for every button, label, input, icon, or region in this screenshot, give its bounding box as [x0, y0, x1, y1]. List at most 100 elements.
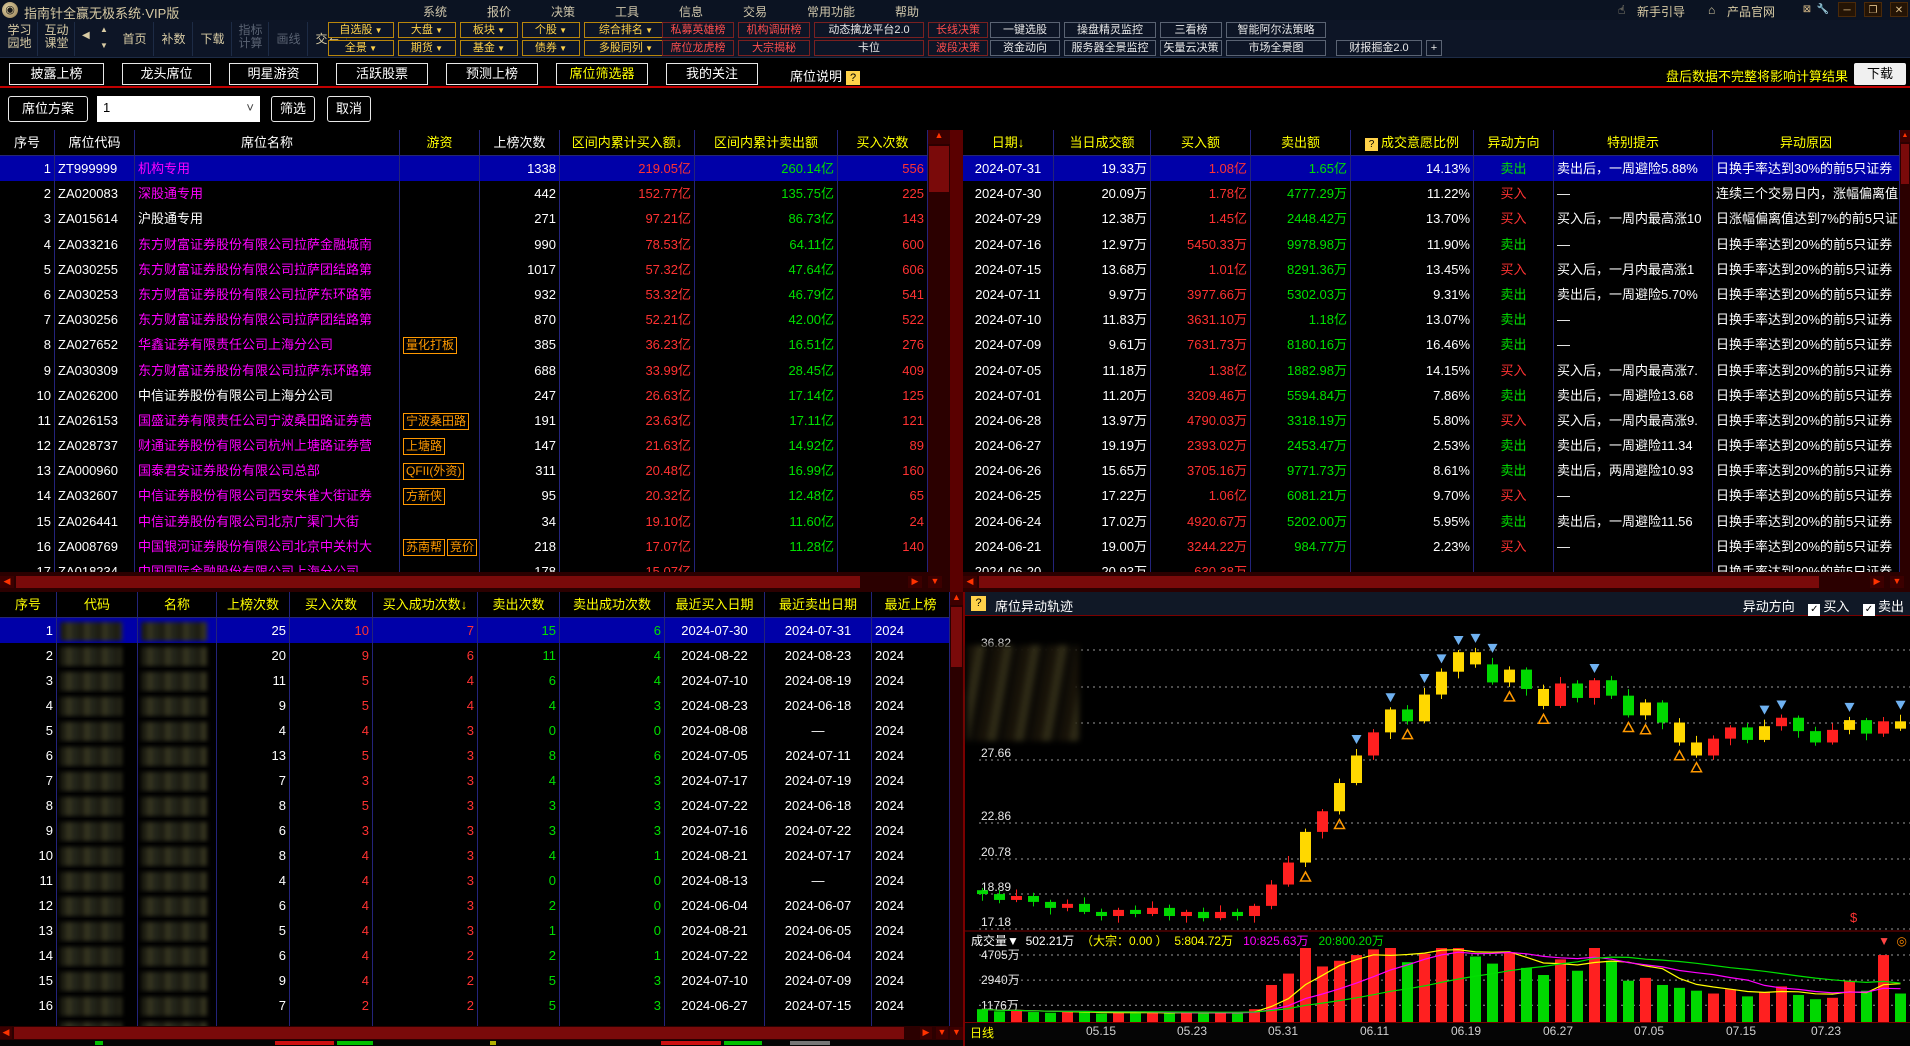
- scroll-thumb[interactable]: [16, 576, 860, 588]
- column-header-7[interactable]: 特别提示: [1554, 130, 1713, 155]
- column-header-11[interactable]: 最近上榜: [872, 592, 950, 617]
- seat-table-vscrollbar[interactable]: ▲: [928, 130, 950, 572]
- nav-down-icon[interactable]: ▼: [100, 41, 108, 50]
- stock-table-hscrollbar[interactable]: ◀ ▶ ▼: [0, 1026, 950, 1040]
- menu-item-8[interactable]: 帮助: [895, 5, 920, 19]
- table-row[interactable]: 2024-07-10 11.83万 3631.10万 1.18亿 13.07% 卖出 — 日换…: [963, 307, 1900, 333]
- table-row[interactable]: 10 ZA026200 中信证券股份有限公司上海分公司 247 26.63亿 17.14亿…: [0, 382, 928, 408]
- table-row[interactable]: 14 6 4 2 2 1 2024-07-22 2024-06-04 2024: [0, 943, 950, 968]
- column-header-4[interactable]: 卖出额: [1251, 130, 1351, 155]
- table-row[interactable]: 13 ZA000960 国泰君安证券股份有限公司总部 QFII(外资) 311 20.48…: [0, 458, 928, 484]
- column-header-10[interactable]: 最近卖出日期: [765, 592, 872, 617]
- grey-feature2-1[interactable]: 资金动向: [990, 40, 1060, 56]
- table-row[interactable]: 2024-06-21 19.00万 3244.22万 984.77万 2.23% 买入 — 日…: [963, 533, 1900, 559]
- red-feature-1[interactable]: 私募英雄榜: [662, 22, 734, 38]
- scroll-up-icon[interactable]: ▲: [1900, 130, 1910, 142]
- column-header-8[interactable]: 卖出成功次数: [560, 592, 665, 617]
- buy-checkbox[interactable]: ✓: [1808, 604, 1821, 616]
- grey-feature2-3[interactable]: 矢量云决策: [1160, 40, 1222, 56]
- table-row[interactable]: 2 20 9 6 11 4 2024-08-22 2024-08-23 2024: [0, 643, 950, 668]
- column-header-5[interactable]: ? 成交意愿比例: [1351, 130, 1474, 155]
- table-row[interactable]: 1 ZT999999 机构专用 1338 219.05亿 260.14亿 556: [0, 156, 928, 182]
- table-row[interactable]: 2024-07-11 9.97万 3977.66万 5302.03万 9.31% 卖出 卖出…: [963, 281, 1900, 308]
- column-header-1[interactable]: 日期↓: [963, 130, 1054, 155]
- table-row[interactable]: 2024-07-30 20.09万 1.78亿 4777.29万 11.22% 买入 — 连续…: [963, 181, 1900, 207]
- table-row[interactable]: 15 9 4 2 5 3 2024-07-10 2024-07-09 2024: [0, 968, 950, 993]
- table-row[interactable]: 2024-06-24 17.02万 4920.67万 5202.00万 5.95% 卖出卖…: [963, 508, 1900, 534]
- scroll-thumb[interactable]: [929, 146, 949, 192]
- scroll-thumb[interactable]: [1901, 144, 1909, 184]
- minimize-button[interactable]: ─: [1838, 2, 1856, 17]
- dropdown2-4[interactable]: 债券 ▼: [522, 40, 580, 56]
- close-button[interactable]: ✕: [1890, 2, 1908, 17]
- red-feature-4[interactable]: 长线决策: [928, 22, 988, 38]
- boxed-x-icon[interactable]: ⊠: [1802, 4, 1812, 15]
- help-question-icon[interactable]: ?: [971, 596, 986, 611]
- table-row[interactable]: 7 7 3 3 4 3 2024-07-17 2024-07-19 2024: [0, 768, 950, 793]
- snapshot-icon[interactable]: ◎: [1896, 934, 1907, 948]
- table-row[interactable]: 12 6 4 3 2 0 2024-06-04 2024-06-07 2024: [0, 893, 950, 918]
- red-feature2-4[interactable]: 波段决策: [928, 40, 988, 56]
- scheme-select[interactable]: 1 ˅: [97, 96, 260, 122]
- table-row[interactable]: 17 742312024-08-082024-08-132024: [0, 1018, 950, 1026]
- cancel-filter-button[interactable]: 取消: [327, 96, 371, 122]
- scroll-left-icon[interactable]: ◀: [0, 1027, 12, 1039]
- nav-up-icon[interactable]: ▲: [100, 25, 108, 34]
- dropdown-1[interactable]: 自选股 ▼: [328, 22, 394, 38]
- scroll-left-icon[interactable]: ◀: [0, 576, 14, 588]
- column-header-2[interactable]: 代码: [57, 592, 138, 617]
- column-header-9[interactable]: 最近买入日期: [665, 592, 765, 617]
- column-header-7[interactable]: 卖出次数: [478, 592, 560, 617]
- menu-item-5[interactable]: 信息: [679, 5, 704, 19]
- candlestick-chart[interactable]: 36.8233.4730.4327.6622.8620.7818.8917.18…: [965, 592, 1910, 1046]
- scroll-right-icon[interactable]: ▶: [920, 1027, 932, 1039]
- tab-7[interactable]: 我的关注: [666, 63, 758, 85]
- red-feature2-3[interactable]: 卡位: [814, 40, 924, 56]
- toolbar-button-5[interactable]: 下载: [194, 22, 232, 56]
- stock-table-vscrollbar[interactable]: ▲ ▼: [950, 592, 963, 1040]
- column-header-8[interactable]: 异动原因: [1713, 130, 1900, 155]
- table-row[interactable]: 2024-07-29 12.38万 1.45亿 2448.42万 13.70% 买入 买入后…: [963, 206, 1900, 232]
- dropdown2-2[interactable]: 期货 ▼: [398, 40, 456, 56]
- toolbar-button-2[interactable]: 互动 课堂: [39, 22, 75, 56]
- column-header-3[interactable]: 席位名称: [135, 130, 400, 155]
- menu-item-7[interactable]: 常用功能: [807, 5, 856, 19]
- table-row[interactable]: 2024-07-31 19.33万 1.08亿 1.65亿 14.13% 卖出 卖出后，一周…: [963, 156, 1900, 182]
- column-header-5[interactable]: 上榜次数: [480, 130, 560, 155]
- column-header-1[interactable]: 序号: [0, 130, 55, 155]
- tab-5[interactable]: 预测上榜: [446, 63, 538, 85]
- dropdown2-1[interactable]: 全景 ▼: [328, 40, 394, 56]
- nav-left-icon[interactable]: ◀: [82, 30, 90, 41]
- scroll-down-icon[interactable]: ▼: [950, 1027, 963, 1040]
- menu-newbie-guide[interactable]: 新手引导: [1637, 5, 1686, 19]
- table-row[interactable]: 16 7 2 2 5 3 2024-06-27 2024-07-15 2024: [0, 993, 950, 1018]
- scroll-left-icon[interactable]: ◀: [963, 576, 977, 588]
- red-feature2-1[interactable]: 席位龙虎榜: [662, 40, 734, 56]
- table-row[interactable]: 2024-07-09 9.61万 7631.73万 8180.16万 16.46% 卖出 —…: [963, 332, 1900, 358]
- table-row[interactable]: 16 ZA008769 中国银河证券股份有限公司北京中关村大 苏南帮 竞价 218 17.0…: [0, 533, 928, 559]
- table-row[interactable]: 6 ZA030253 东方财富证券股份有限公司拉萨东环路第 932 53.32亿 46.7…: [0, 281, 928, 308]
- period-label[interactable]: 日线: [970, 1026, 995, 1040]
- help-question-icon[interactable]: ?: [1364, 138, 1378, 151]
- table-row[interactable]: 12 ZA028737 财通证券股份有限公司杭州上塘路证券营 上塘路 147 21.63亿…: [0, 433, 928, 459]
- table-row[interactable]: 9 ZA030309 东方财富证券股份有限公司拉萨东环路第 688 33.99亿 28.4…: [0, 357, 928, 383]
- table-row[interactable]: 1 25 10 7 15 6 2024-07-30 2024-07-31 2024: [0, 618, 950, 643]
- seat-table-hscrollbar[interactable]: ◀ ▶ ▼: [0, 572, 950, 592]
- scroll-up-icon[interactable]: ▲: [928, 130, 950, 144]
- table-row[interactable]: 8 ZA027652 华鑫证券有限责任公司上海分公司 量化打板 385 36.23亿 16.…: [0, 332, 928, 358]
- table-row[interactable]: 11 4 4 3 0 0 2024-08-13—2024: [0, 868, 950, 893]
- table-row[interactable]: 2024-07-05 11.18万 1.38亿 1882.98万 14.15% 买入 买入后…: [963, 357, 1900, 383]
- red-feature-3[interactable]: 动态擒龙平台2.0: [814, 22, 924, 38]
- table-row[interactable]: 15 ZA026441 中信证券股份有限公司北京广渠门大街 34 19.10亿 11.60…: [0, 508, 928, 534]
- red-feature-2[interactable]: 机构调研榜: [738, 22, 810, 38]
- help-question-icon[interactable]: ?: [846, 71, 861, 85]
- grey-feature-1[interactable]: 一键选股: [990, 22, 1060, 38]
- column-header-2[interactable]: 当日成交额: [1054, 130, 1151, 155]
- red-feature2-2[interactable]: 大宗揭秘: [738, 40, 810, 56]
- table-row[interactable]: 2024-06-20 20.93万 630.38万 日换手率达到20%的前5只证券: [963, 559, 1900, 572]
- wrench-icon[interactable]: 🔧: [1816, 4, 1830, 15]
- table-row[interactable]: 17 ZA018234 中国国际金融股份有限公司上海分公司 178 15.07亿: [0, 559, 928, 572]
- dropdown-2[interactable]: 大盘 ▼: [398, 22, 456, 38]
- table-row[interactable]: 5 4 4 3 0 0 2024-08-08—2024: [0, 718, 950, 743]
- table-row[interactable]: 8 8 5 3 3 3 2024-07-22 2024-06-18 2024: [0, 793, 950, 818]
